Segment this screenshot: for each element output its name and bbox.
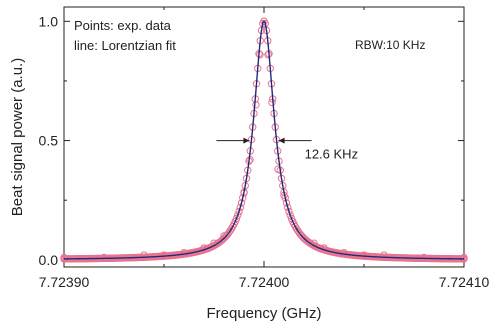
legend-note-points: Points: exp. data: [74, 18, 172, 33]
exp-data-point: [236, 203, 244, 212]
y-axis-title: Beat signal power (a.u.): [9, 58, 26, 216]
plot-frame: [63, 6, 465, 268]
exp-data-point: [256, 51, 264, 59]
exp-data-point: [260, 17, 268, 26]
rbw-label: RBW:10 KHz: [355, 38, 425, 52]
data-layer: [60, 17, 468, 263]
exp-data-point: [268, 98, 276, 107]
exp-data-point: [360, 251, 368, 259]
exp-data-point: [219, 235, 227, 244]
exp-data-point: [226, 226, 234, 235]
exp-data-point: [180, 248, 188, 257]
exp-data-point: [264, 51, 272, 59]
x-tick-label: 7.72400: [239, 274, 290, 290]
fwhm-label: 12.6 KHz: [305, 147, 358, 162]
x-tick-label: 7.72390: [39, 274, 90, 290]
exp-data-point: [237, 199, 246, 207]
exp-data-point: [420, 253, 428, 262]
exp-data-point: [284, 203, 292, 212]
exp-data-point: [300, 234, 308, 243]
y-tick-label: 0.0: [39, 252, 59, 268]
exp-data-point: [60, 253, 68, 262]
x-axis-title: Frequency (GHz): [206, 305, 321, 322]
fwhm-arrowhead-right: [278, 137, 285, 144]
exp-data-point: [285, 207, 293, 216]
legend-note-line: line: Lorentzian fit: [74, 38, 176, 53]
exp-data-point: [380, 251, 388, 259]
tick-labels: 7.72390 7.72400 7.72410 0.0 0.5 1.0: [39, 13, 490, 290]
exp-data-point: [225, 228, 233, 237]
exp-data-point: [235, 207, 243, 216]
fwhm-arrowhead-left: [243, 137, 250, 144]
y-tick-label: 0.5: [39, 133, 59, 149]
y-tick-label: 1.0: [39, 13, 59, 29]
exp-data-point: [340, 248, 348, 257]
exp-data-point: [286, 211, 294, 219]
exp-data-point: [460, 253, 468, 262]
lorentzian-fit-line: [63, 20, 465, 260]
exp-data-point: [234, 211, 242, 219]
exp-data-point: [290, 220, 298, 228]
exp-data-point: [230, 220, 238, 228]
exp-data-point: [252, 101, 260, 109]
exp-data-point: [160, 251, 168, 259]
exp-data-point: [274, 165, 282, 173]
x-tick-label: 7.72410: [439, 274, 490, 290]
exp-data-point: [282, 199, 291, 207]
fwhm-annotation: 12.6 KHz: [216, 137, 358, 162]
exp-data-point: [140, 251, 148, 259]
exp-data-point: [100, 253, 108, 262]
